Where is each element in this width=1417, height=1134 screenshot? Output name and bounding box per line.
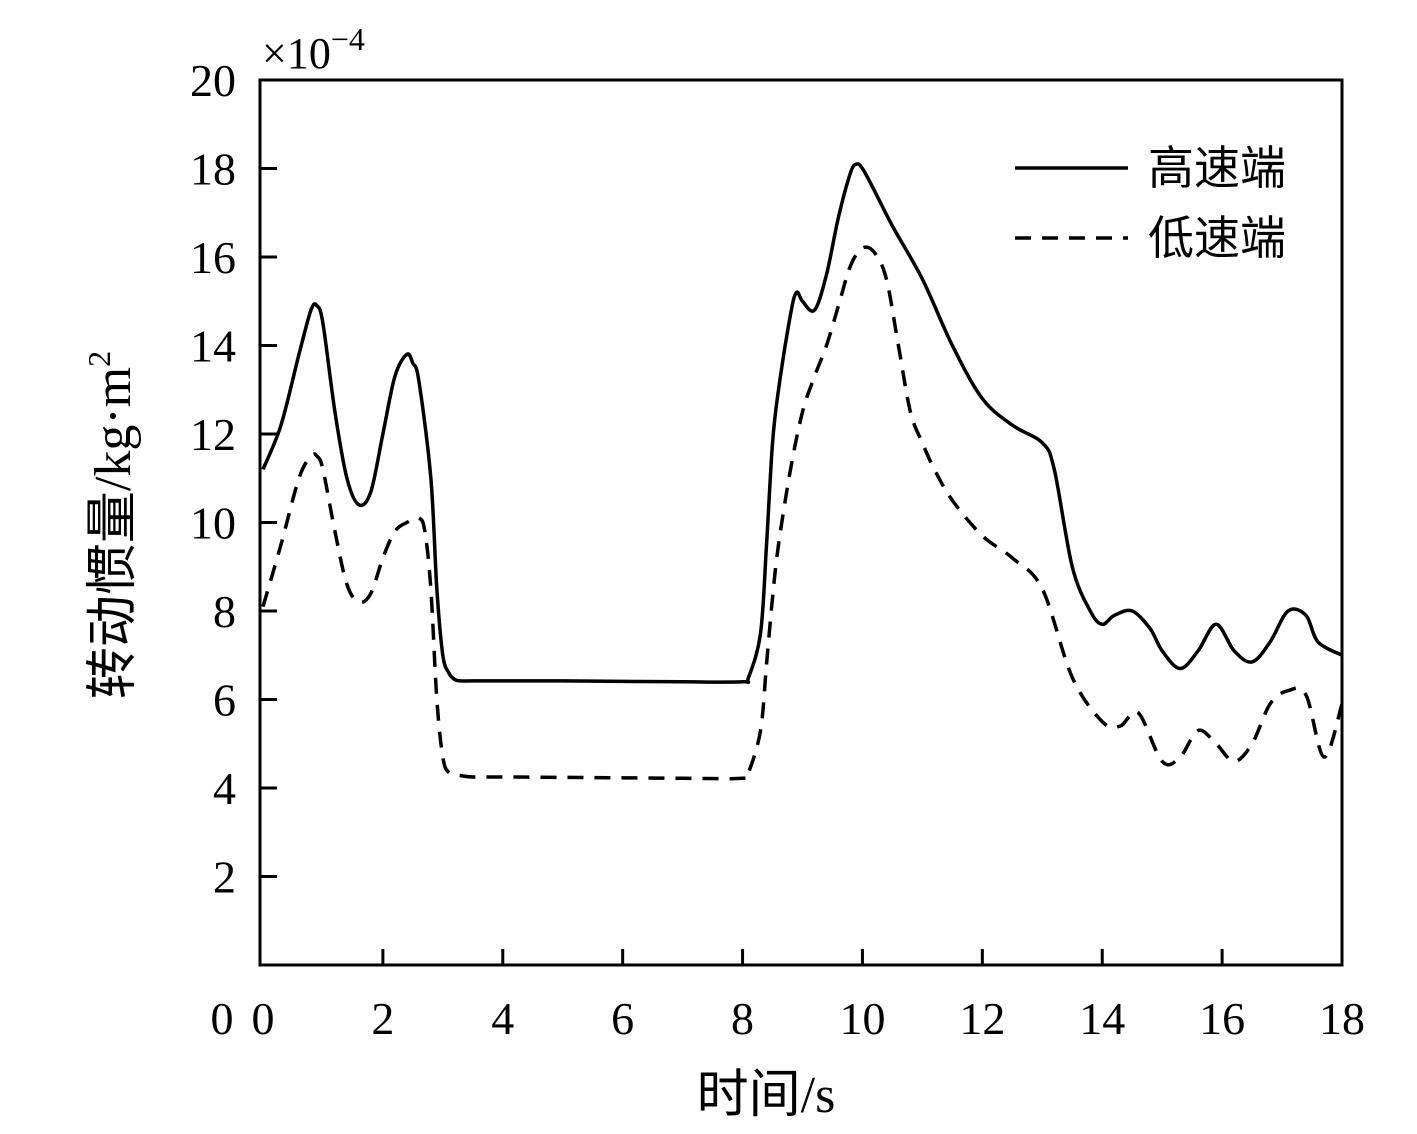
x-tick-label-4: 4 bbox=[491, 993, 514, 1044]
x-tick-label-12: 12 bbox=[959, 993, 1005, 1044]
y-tick-label-10: 10 bbox=[190, 498, 236, 549]
y-origin-label: 0 bbox=[211, 993, 234, 1044]
y-axis-title: 转动惯量/kg·m2 bbox=[81, 351, 142, 699]
plot-frame bbox=[258, 78, 1344, 967]
x-tick-label-8: 8 bbox=[731, 993, 754, 1044]
x-tick-label-18: 18 bbox=[1319, 993, 1365, 1044]
x-tick-label-16: 16 bbox=[1199, 993, 1245, 1044]
y-tick-label-18: 18 bbox=[190, 144, 236, 195]
x-tick-label-2: 2 bbox=[371, 993, 394, 1044]
series-layer bbox=[261, 162, 1344, 781]
y-tick-label-16: 16 bbox=[190, 232, 236, 283]
series-line-low-speed bbox=[261, 245, 1344, 781]
series-line-high-speed bbox=[261, 162, 1343, 685]
legend-label-high-speed: 高速端 bbox=[1148, 141, 1286, 195]
x-tick-label-6: 6 bbox=[611, 993, 634, 1044]
x-tick-label-10: 10 bbox=[839, 993, 885, 1044]
y-tick-label-14: 14 bbox=[190, 321, 236, 372]
y-multiplier: ×10−4 bbox=[262, 21, 365, 78]
tick-labels: 0 2 4 6 8 10 12 14 16 18 0 2 4 6 8 10 12 14 16 18 20 bbox=[190, 55, 1365, 1044]
legend-label-low-speed: 低速端 bbox=[1148, 211, 1286, 265]
legend: 高速端 低速端 bbox=[1015, 141, 1286, 265]
y-tick-label-4: 4 bbox=[213, 763, 236, 814]
y-tick-label-8: 8 bbox=[213, 586, 236, 637]
x-tick-label-0: 0 bbox=[252, 993, 275, 1044]
y-tick-label-12: 12 bbox=[190, 409, 236, 460]
tick-marks bbox=[260, 167, 1224, 965]
x-tick-label-14: 14 bbox=[1079, 993, 1125, 1044]
y-tick-label-20: 20 bbox=[190, 55, 236, 106]
y-tick-label-2: 2 bbox=[213, 852, 236, 903]
x-axis-title: 时间/s bbox=[697, 1067, 836, 1124]
y-tick-label-6: 6 bbox=[213, 675, 236, 726]
